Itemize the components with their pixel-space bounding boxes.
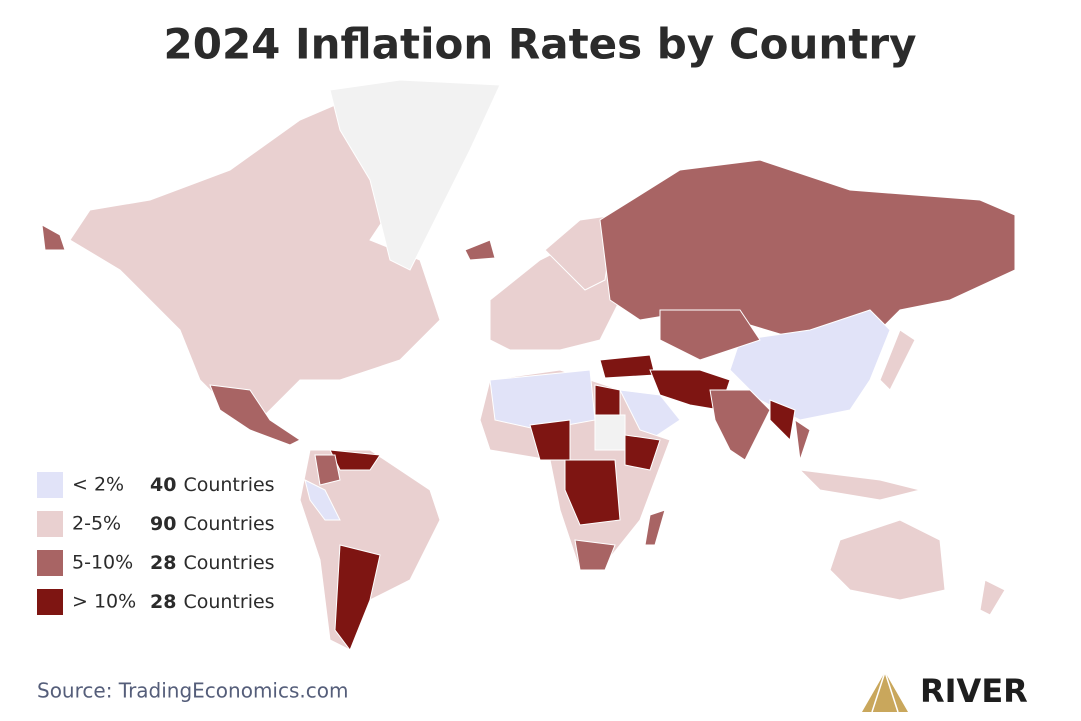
logo-icon (862, 672, 908, 712)
greenland (329, 79, 501, 271)
ethiopia (624, 434, 661, 471)
count-unit: Countries (183, 474, 274, 496)
title: 2024 Inflation Rates by Country (164, 20, 917, 69)
southern-africa (574, 539, 616, 571)
legend-count: 28 Countries (150, 552, 275, 574)
australia (829, 519, 946, 601)
central-asia (659, 309, 761, 361)
central-africa (564, 459, 621, 526)
count-unit: Countries (183, 591, 274, 613)
new-zealand (979, 579, 1006, 616)
legend-label: > 10% (72, 591, 136, 613)
brand-name: RIVER (920, 672, 1028, 710)
count: 40 (150, 474, 176, 496)
legend-count: 90 Countries (150, 513, 275, 535)
indonesia (798, 469, 921, 501)
count-unit: Countries (183, 513, 274, 535)
legend-swatch (37, 472, 63, 498)
count: 28 (150, 591, 176, 613)
japan (879, 329, 916, 391)
north-america (69, 89, 441, 421)
egypt (594, 384, 621, 416)
legend-swatch (37, 511, 63, 537)
logo-stripe (871, 671, 886, 713)
madagascar (644, 509, 666, 546)
argentina (334, 544, 381, 652)
north-africa (489, 369, 596, 431)
sudan (594, 414, 626, 451)
turkey (599, 354, 656, 379)
source: Source: TradingEconomics.com (37, 679, 348, 703)
southeast-asia (794, 418, 811, 461)
legend-label: 5-10% (72, 552, 133, 574)
legend-swatch (37, 589, 63, 615)
mexico (209, 384, 301, 446)
myanmar (769, 399, 796, 442)
peru (304, 479, 341, 521)
legend-swatch (37, 550, 63, 576)
world-map (41, 79, 1016, 652)
brand-logo: RIVER (862, 671, 1028, 713)
count-unit: Countries (183, 552, 274, 574)
colombia (314, 454, 341, 486)
legend-count: 40 Countries (150, 474, 275, 496)
count: 28 (150, 552, 176, 574)
legend: < 2% 40 Countries 2-5% 90 Countries 5-10% 28 Cou… (37, 472, 275, 615)
legend-label: < 2% (72, 474, 124, 496)
count: 90 (150, 513, 176, 535)
logo-stripe (884, 671, 899, 713)
alaska-tip (41, 224, 66, 251)
legend-count: 28 Countries (150, 591, 275, 613)
legend-label: 2-5% (72, 513, 121, 535)
iceland (464, 239, 496, 261)
china (729, 309, 891, 421)
india (709, 389, 771, 461)
